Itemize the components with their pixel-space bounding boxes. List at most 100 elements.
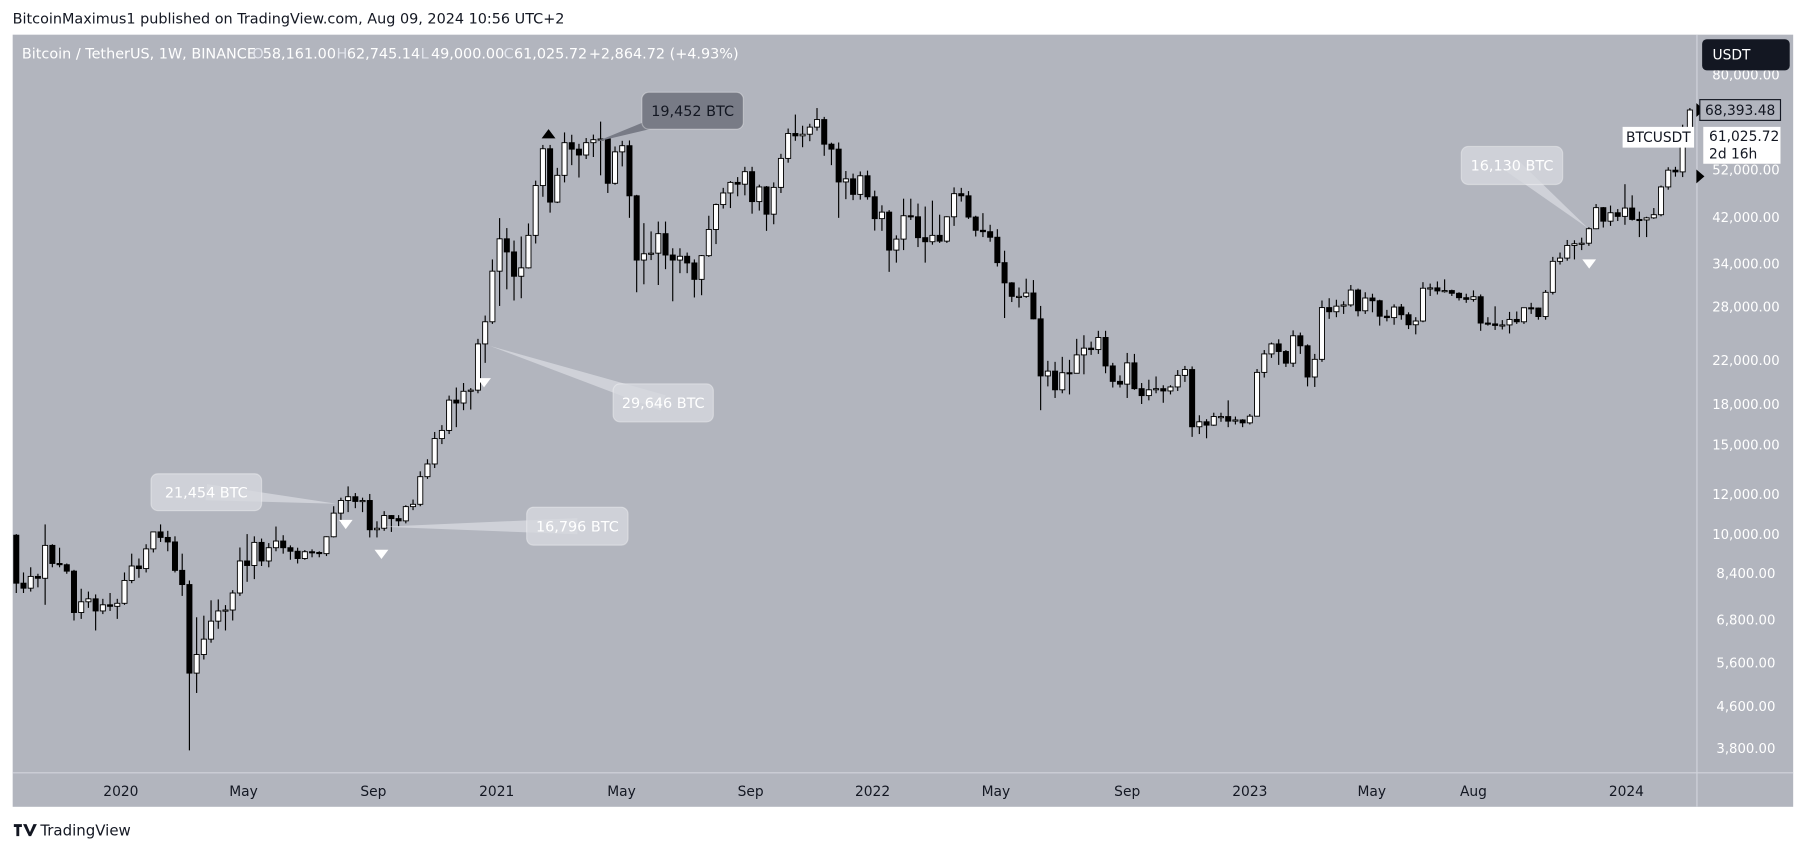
- candle-body: [301, 551, 308, 559]
- symbol-title: Bitcoin / TetherUS, 1W, BINANCE: [22, 46, 256, 62]
- candle-body: [438, 429, 445, 440]
- candle-body: [222, 609, 229, 612]
- last-price-box: [1699, 99, 1782, 121]
- candle-body: [1297, 335, 1304, 347]
- candle-body: [713, 204, 720, 230]
- x-tick-label: May: [1357, 784, 1386, 800]
- candle-body: [395, 518, 402, 522]
- candle-body: [20, 582, 27, 589]
- candle-body: [388, 515, 395, 520]
- candle-body: [1268, 343, 1275, 355]
- candle-body: [857, 175, 864, 195]
- candle-body: [951, 193, 958, 218]
- x-tick-label: 2024: [1609, 784, 1644, 800]
- y-tick-label: 18,000.00: [1712, 398, 1779, 413]
- candle-body: [1304, 345, 1311, 378]
- currency-label[interactable]: USDT: [1713, 47, 1752, 63]
- candle-body: [337, 500, 344, 514]
- candle-body: [1448, 290, 1455, 294]
- legend-value: 49,000.00: [431, 46, 504, 62]
- candle-body: [936, 234, 943, 242]
- candle-body: [900, 215, 907, 240]
- candle-body: [1650, 214, 1657, 219]
- candle-body: [1037, 318, 1044, 377]
- candle-body: [1001, 262, 1008, 284]
- candle-body: [1052, 370, 1059, 391]
- callout-bubble: [641, 91, 744, 130]
- candle-body: [669, 254, 676, 261]
- candle-body: [893, 238, 900, 251]
- candle-body: [676, 255, 683, 261]
- bar-countdown: 2d 16h: [1709, 147, 1757, 163]
- candle-body: [821, 119, 828, 145]
- candle-body: [1239, 419, 1246, 424]
- candle-body: [626, 145, 633, 197]
- candle-body: [1225, 416, 1232, 422]
- candle-body: [417, 476, 424, 505]
- y-tick-label: 5,600.00: [1716, 656, 1775, 671]
- candle-body: [1355, 289, 1362, 312]
- legend-key: O: [252, 46, 263, 62]
- annotations: 19,452 BTC 29,646 BTC 21,454 BTC 16,796 BTC…: [150, 91, 1597, 560]
- candle-body: [359, 500, 366, 503]
- y-tick-label: 4,600.00: [1716, 700, 1775, 715]
- candle-body: [503, 238, 510, 253]
- candle-body: [1427, 287, 1434, 290]
- candle-body: [323, 536, 330, 555]
- candle-body: [251, 541, 258, 566]
- candle-body: [1066, 372, 1073, 375]
- candle-body: [1124, 362, 1131, 385]
- price-arrow: [1696, 169, 1705, 184]
- candle-body: [511, 251, 518, 277]
- candle-body: [489, 270, 496, 323]
- candle-body: [763, 186, 770, 215]
- y-tick-label: 3,800.00: [1716, 742, 1775, 757]
- candle-body: [662, 233, 669, 256]
- footer-brand: TradingView: [39, 822, 130, 840]
- candle-body: [280, 540, 287, 549]
- candle-body: [1463, 297, 1470, 300]
- candle-body: [814, 119, 821, 128]
- candle-body: [777, 157, 784, 188]
- x-tick-label: Sep: [1114, 784, 1140, 800]
- y-tick-label: 42,000.00: [1712, 211, 1779, 226]
- x-tick-label: 2021: [479, 784, 514, 800]
- candle-body: [114, 602, 121, 607]
- candle-body: [1686, 109, 1693, 129]
- candle-body: [1153, 388, 1160, 391]
- callout-text: 29,646 BTC: [622, 396, 705, 412]
- currency-button[interactable]: [1702, 39, 1790, 71]
- candle-body: [871, 196, 878, 220]
- candle-body: [1441, 290, 1448, 293]
- candle-body: [922, 237, 929, 243]
- candle-body: [741, 171, 748, 185]
- candle-body: [1672, 169, 1679, 173]
- y-tick-label: 8,400.00: [1716, 567, 1775, 582]
- candle-body: [806, 126, 813, 135]
- y-tick-label: 6,800.00: [1716, 613, 1775, 628]
- candle-body: [828, 143, 835, 150]
- candle-body: [1593, 207, 1600, 230]
- candle-body: [633, 195, 640, 261]
- candle-body: [568, 142, 575, 150]
- candle-body: [1044, 370, 1051, 377]
- candle-body: [619, 145, 626, 153]
- candle-body: [943, 216, 950, 242]
- candle-body: [236, 560, 243, 594]
- candle-body: [272, 540, 279, 549]
- candle-body: [85, 598, 92, 603]
- candle-body: [1499, 324, 1506, 327]
- candle-body: [1275, 343, 1282, 352]
- logo-mark: [13, 824, 37, 837]
- candle-body: [345, 496, 352, 501]
- candle-body: [1210, 416, 1217, 426]
- candle-body: [575, 148, 582, 156]
- candle-body: [1181, 369, 1188, 376]
- callout-bubble: [150, 473, 263, 512]
- candle-body: [1174, 374, 1181, 388]
- candle-body: [135, 565, 142, 570]
- candle-body: [1665, 169, 1672, 188]
- candle-body: [1333, 305, 1340, 313]
- y-tick-label: 22,000.00: [1712, 354, 1779, 369]
